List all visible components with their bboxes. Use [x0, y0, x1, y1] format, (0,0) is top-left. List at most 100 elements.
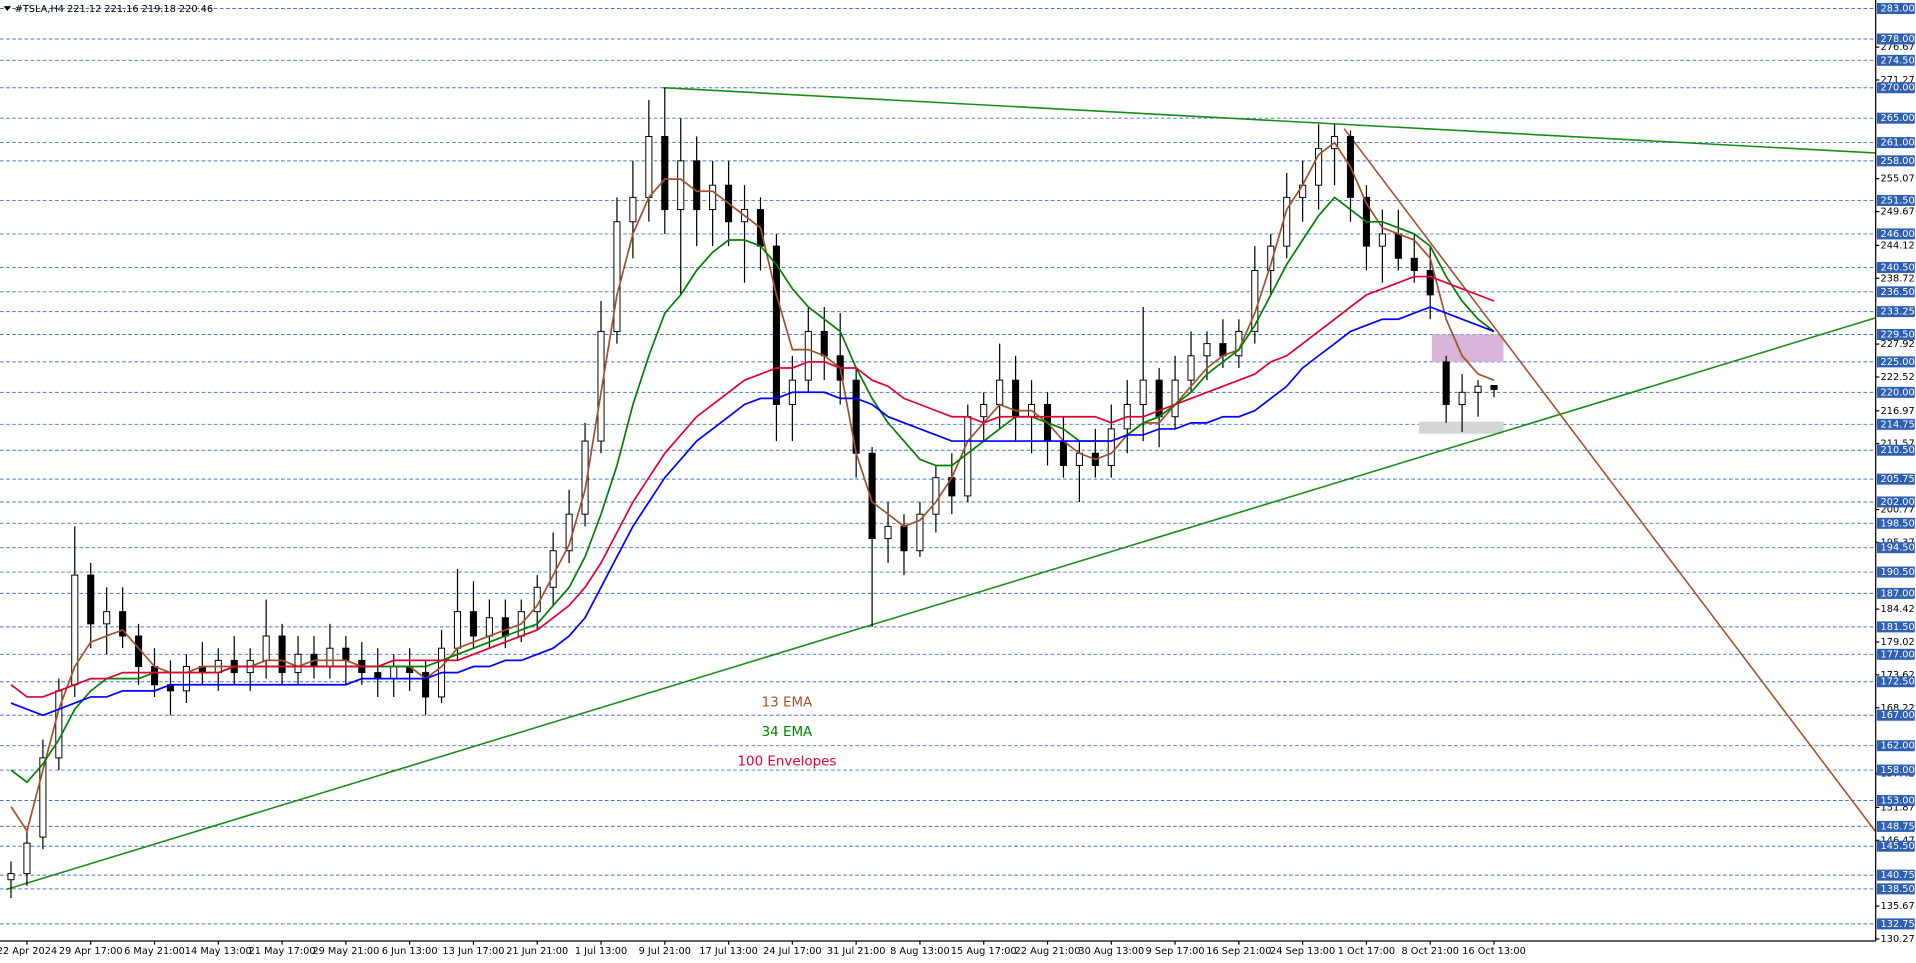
- y-tick-label: 179.02: [1881, 637, 1915, 648]
- candle-body: [1474, 385, 1482, 393]
- y-tick-label: 271.27: [1881, 75, 1915, 86]
- y-tick-label: 222.52: [1881, 372, 1915, 383]
- candle-body: [1267, 245, 1275, 271]
- y-tick-label: 211.57: [1881, 439, 1915, 450]
- x-tick-label: 8 Aug 13:00: [890, 946, 950, 957]
- level-label-box: [1876, 386, 1915, 398]
- menu-icon[interactable]: [3, 6, 11, 11]
- level-label-box: [1876, 517, 1915, 529]
- level-label: 202.00: [1881, 497, 1915, 508]
- candle-body: [422, 672, 430, 698]
- level-label-box: [1876, 840, 1915, 852]
- level-label-box: [1876, 54, 1915, 66]
- level-label: 270.00: [1881, 83, 1915, 94]
- x-tick-label: 24 Jul 17:00: [763, 946, 822, 957]
- level-label-box: [1876, 869, 1915, 881]
- level-label-box: [1876, 418, 1915, 430]
- candle-body: [1171, 379, 1179, 418]
- level-label: 236.50: [1881, 287, 1915, 298]
- candle-body: [581, 440, 589, 515]
- x-tick-label: 21 May 17:00: [249, 946, 316, 957]
- level-label: 261.00: [1881, 138, 1915, 149]
- level-label-box: [1876, 566, 1915, 578]
- candle-body: [996, 379, 1004, 406]
- level-label-box: [1876, 82, 1915, 94]
- y-tick-label: 130.27: [1881, 934, 1915, 945]
- candle-body: [916, 513, 924, 552]
- level-label-box: [1876, 542, 1915, 554]
- candle-body: [469, 611, 477, 637]
- x-tick-label: 9 Sep 17:00: [1146, 946, 1205, 957]
- level-label: 258.00: [1881, 156, 1915, 167]
- level-label-box: [1876, 740, 1915, 752]
- x-tick-label: 31 Jul 21:00: [827, 946, 886, 957]
- level-label: 220.00: [1881, 387, 1915, 398]
- candle-body: [804, 330, 812, 381]
- candle-body: [1107, 428, 1115, 466]
- x-tick-label: 22 Aug 21:00: [1015, 946, 1081, 957]
- zone: [1431, 334, 1504, 362]
- zone: [1419, 421, 1504, 434]
- candle-body: [39, 757, 47, 838]
- candle-body: [453, 611, 462, 649]
- x-tick-label: 15 Aug 17:00: [951, 946, 1017, 957]
- level-label-box: [1876, 33, 1915, 45]
- level-label: 190.50: [1881, 567, 1915, 578]
- candle-body: [87, 574, 95, 625]
- candle-body: [1203, 343, 1211, 357]
- level-label: 251.50: [1881, 195, 1915, 206]
- candle-body: [1251, 270, 1259, 332]
- y-tick-label: 238.72: [1881, 273, 1915, 284]
- trendline: [663, 86, 1876, 154]
- x-tick-label: 1 Jul 13:00: [575, 946, 627, 957]
- level-label: 283.00: [1881, 4, 1915, 15]
- level-label-box: [1876, 621, 1915, 633]
- indicator-label: 13 EMA: [762, 696, 813, 711]
- trendline: [1343, 128, 1876, 832]
- level-label: 205.75: [1881, 474, 1915, 485]
- candle-body: [661, 135, 669, 211]
- level-label: 246.00: [1881, 229, 1915, 240]
- level-label-box: [1876, 496, 1915, 508]
- candle-body: [868, 452, 876, 540]
- candle-body: [980, 404, 988, 418]
- candle-body: [1378, 233, 1386, 247]
- candle-body: [1410, 257, 1418, 271]
- trendline: [5, 317, 1876, 891]
- candle-body: [1187, 355, 1195, 381]
- level-label-box: [1876, 194, 1915, 206]
- level-label: 138.50: [1881, 884, 1915, 895]
- candle-body: [7, 873, 15, 881]
- indicator-line: [10, 306, 1495, 717]
- candle-body: [55, 690, 63, 759]
- level-label-box: [1876, 306, 1915, 318]
- level-label: 278.00: [1881, 34, 1915, 45]
- indicator-label: 34 EMA: [762, 725, 813, 740]
- candle-body: [23, 842, 31, 875]
- y-tick-label: 276.67: [1881, 42, 1915, 53]
- level-label: 229.50: [1881, 329, 1915, 340]
- candle-body: [374, 672, 382, 680]
- x-tick-label: 9 Jul 21:00: [639, 946, 691, 957]
- level-label: 225.00: [1881, 357, 1915, 368]
- level-label-box: [1876, 795, 1915, 807]
- x-tick-label: 6 May 21:00: [124, 946, 185, 957]
- y-tick-label: 168.22: [1881, 703, 1915, 714]
- x-tick-label: 14 May 13:00: [185, 946, 252, 957]
- y-tick-label: 249.67: [1881, 207, 1915, 218]
- level-label-box: [1876, 587, 1915, 599]
- candle-body: [772, 245, 780, 406]
- candle-body: [1283, 196, 1291, 247]
- level-label-box: [1876, 444, 1915, 456]
- x-tick-label: 22 Apr 2024: [0, 946, 57, 957]
- level-label: 140.75: [1881, 870, 1915, 881]
- level-label: 198.50: [1881, 518, 1915, 529]
- indicator-line: [10, 275, 1495, 698]
- level-label-box: [1876, 883, 1915, 895]
- candle-body: [390, 665, 398, 680]
- level-label: 233.25: [1881, 307, 1915, 318]
- candle-body: [501, 617, 509, 637]
- x-tick-label: 13 Jun 17:00: [442, 946, 504, 957]
